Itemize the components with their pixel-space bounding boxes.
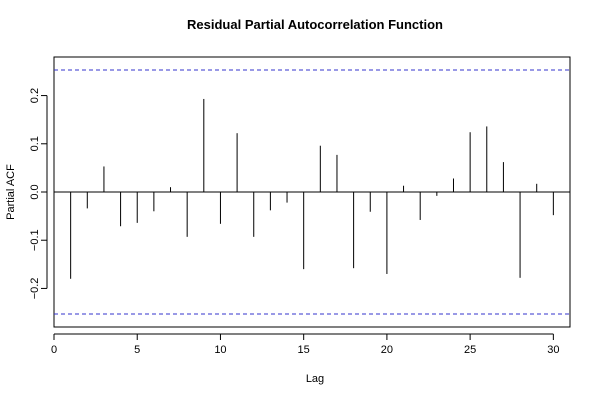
x-tick-label: 15 bbox=[298, 344, 310, 356]
y-axis-label: Partial ACF bbox=[5, 164, 17, 220]
pacf-bars bbox=[70, 98, 554, 279]
x-axis: 0 5 10 15 20 25 30 bbox=[51, 333, 559, 356]
y-tick-label: −0.2 bbox=[29, 278, 41, 300]
y-tick-label: 0.1 bbox=[29, 136, 41, 151]
x-tick-label: 20 bbox=[381, 344, 393, 356]
x-tick-label: 10 bbox=[214, 344, 226, 356]
x-axis-label: Lag bbox=[306, 373, 324, 385]
y-tick-label: 0.2 bbox=[29, 88, 41, 103]
y-tick-label: 0.0 bbox=[29, 184, 41, 199]
x-tick-label: 5 bbox=[134, 344, 140, 356]
y-axis: −0.2 −0.1 0.0 0.1 0.2 bbox=[29, 88, 48, 300]
x-tick-label: 0 bbox=[51, 344, 57, 356]
confidence-bounds bbox=[54, 69, 570, 315]
chart-title: Residual Partial Autocorrelation Functio… bbox=[187, 17, 443, 32]
y-tick-label: −0.1 bbox=[29, 229, 41, 251]
x-tick-label: 25 bbox=[464, 344, 476, 356]
x-tick-label: 30 bbox=[547, 344, 559, 356]
